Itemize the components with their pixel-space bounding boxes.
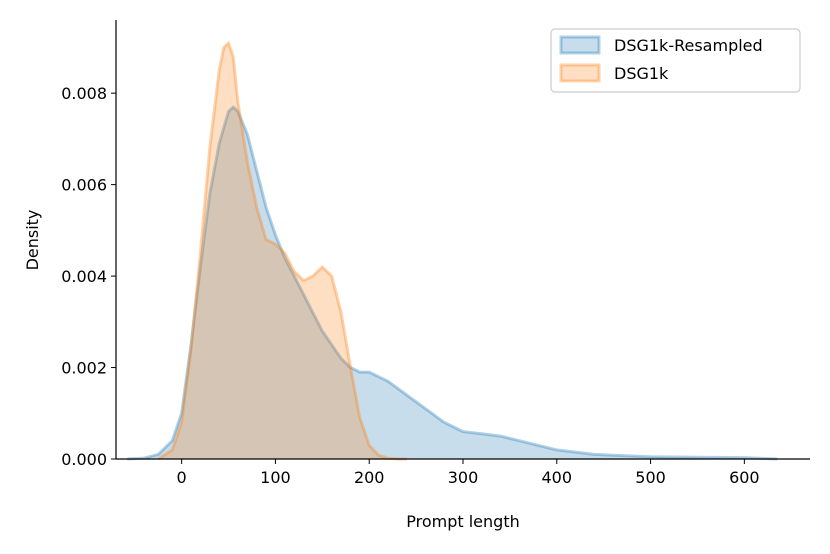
legend-swatch-dsg1k bbox=[559, 63, 601, 83]
series-area-dsg1k bbox=[158, 42, 407, 460]
x-tick-label: 100 bbox=[260, 468, 291, 487]
series-line-dsg1k bbox=[157, 41, 407, 461]
x-tick-label: 300 bbox=[448, 468, 479, 487]
x-tick-label: 500 bbox=[635, 468, 666, 487]
legend-label-dsg1k-resampled: DSG1k-Resampled bbox=[614, 36, 763, 55]
y-tick-label: 0.006 bbox=[61, 176, 107, 195]
series-area-dsg1k-resampled bbox=[127, 106, 778, 460]
legend: DSG1k-Resampled DSG1k bbox=[550, 28, 801, 93]
y-ticks: 0.000 0.002 0.004 0.006 0.008 bbox=[61, 84, 116, 469]
legend-swatch-dsg1k-resampled bbox=[559, 35, 601, 55]
y-tick-label: 0.000 bbox=[61, 450, 107, 469]
plot-areas bbox=[127, 41, 778, 461]
x-tick-label: 0 bbox=[177, 468, 187, 487]
y-tick-label: 0.002 bbox=[61, 359, 107, 378]
legend-label-dsg1k: DSG1k bbox=[614, 64, 669, 83]
x-tick-label: 200 bbox=[354, 468, 385, 487]
series-line-dsg1k-resampled bbox=[127, 105, 778, 461]
x-tick-label: 400 bbox=[542, 468, 573, 487]
x-axis-label: Prompt length bbox=[406, 512, 519, 531]
x-ticks: 0 100 200 300 400 500 600 bbox=[177, 459, 760, 487]
y-tick-label: 0.008 bbox=[61, 84, 107, 103]
y-tick-label: 0.004 bbox=[61, 267, 107, 286]
x-tick-label: 600 bbox=[729, 468, 760, 487]
legend-frame bbox=[550, 28, 801, 93]
y-axis-label: Density bbox=[23, 210, 42, 271]
